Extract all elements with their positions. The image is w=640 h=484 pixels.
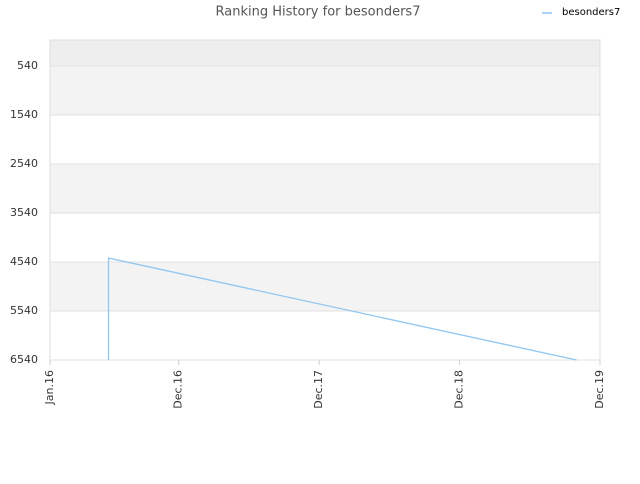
- y-tick-label: 2540: [10, 157, 38, 170]
- y-tick-label: 1540: [10, 108, 38, 121]
- y-tick-label: 540: [17, 59, 38, 72]
- x-tick-label: Dec.16: [172, 370, 185, 409]
- x-tick-label: Dec.17: [312, 370, 325, 409]
- x-tick-label: Dec.18: [453, 370, 466, 409]
- band: [50, 310, 600, 360]
- line: [107, 257, 577, 361]
- band: [50, 261, 600, 311]
- band: [50, 114, 600, 164]
- y-tick-label: 3540: [10, 206, 38, 219]
- x-tick-label: Dec.19: [593, 370, 606, 409]
- chart-title: Ranking History for besonders7: [216, 5, 421, 20]
- y-tick-label: 5540: [10, 304, 38, 317]
- band: [50, 212, 600, 262]
- x-tick-label: Jan.16: [43, 370, 56, 405]
- y-tick-label: 4540: [10, 255, 38, 268]
- band: [50, 163, 600, 213]
- band: [50, 40, 600, 66]
- y-tick-label: 6540: [10, 353, 38, 366]
- band: [50, 65, 600, 115]
- legend-label: besonders7: [562, 7, 620, 18]
